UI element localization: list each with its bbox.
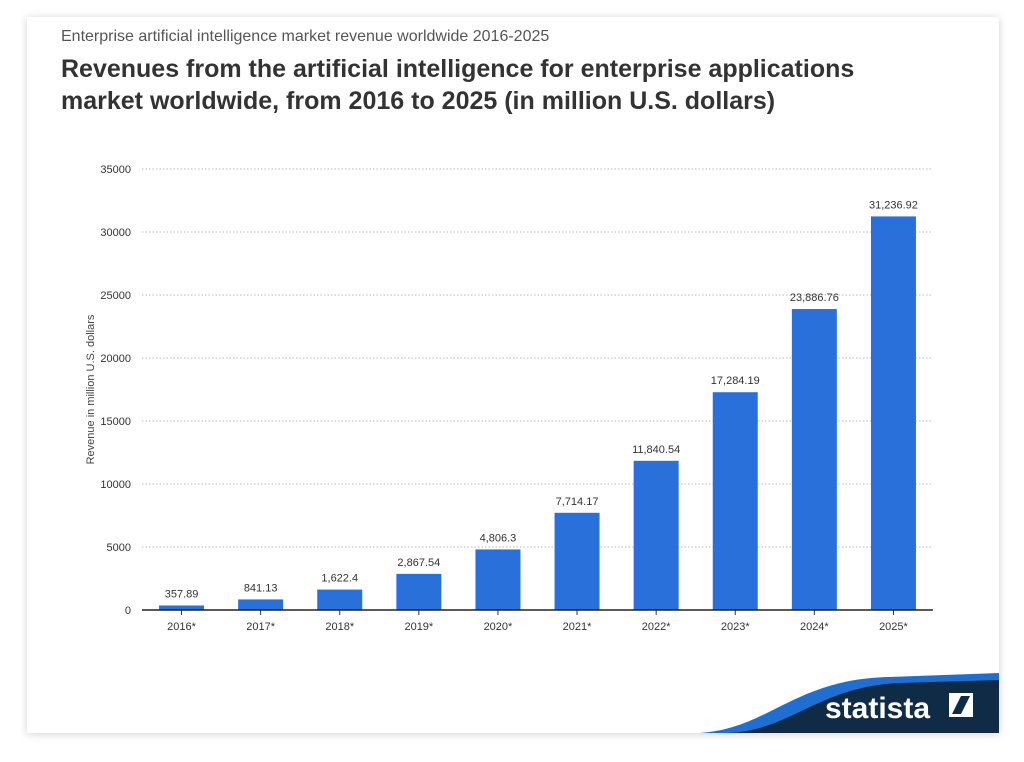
- axes: 0 5000 10000 15000 20000 25000 30000 35000 2016*…: [85, 164, 933, 633]
- chart-subtitle: Enterprise artificial intelligence marke…: [61, 28, 550, 45]
- bar: [238, 599, 284, 610]
- x-tick-label: 2020*: [484, 621, 513, 633]
- y-tick-label: 20000: [100, 353, 131, 365]
- chart-card: Enterprise artificial intelligence marke…: [27, 17, 999, 733]
- statista-logo: statista: [699, 673, 999, 733]
- bar: [396, 573, 442, 610]
- x-tick-label: 2019*: [404, 621, 433, 633]
- y-tick-label: 10000: [100, 479, 131, 491]
- x-tick-label: 2023*: [721, 621, 750, 633]
- x-tick-label: 2024*: [800, 621, 829, 633]
- x-tick-label: 2022*: [642, 621, 671, 633]
- logo-background: [727, 680, 999, 733]
- statista-mark-icon: [949, 693, 973, 717]
- data-label: 357.89: [165, 588, 199, 600]
- bar: [791, 309, 837, 610]
- data-label: 23,886.76: [790, 292, 839, 304]
- bar: [159, 605, 205, 610]
- bars: [159, 216, 916, 611]
- x-tick-label: 2025*: [879, 621, 908, 633]
- bar: [633, 460, 679, 610]
- bar: [870, 216, 916, 611]
- y-tick-label: 30000: [100, 227, 131, 239]
- data-label: 7,714.17: [556, 496, 599, 508]
- data-label: 841.13: [244, 582, 278, 594]
- bar: [554, 512, 600, 610]
- bar: [712, 392, 758, 610]
- y-axis-title: Revenue in million U.S. dollars: [85, 314, 97, 464]
- y-tick-label: 15000: [100, 416, 131, 428]
- data-label: 2,867.54: [397, 557, 440, 569]
- y-tick-label: 0: [125, 605, 131, 617]
- data-label: 11,840.54: [632, 444, 680, 456]
- x-tick-label: 2021*: [563, 621, 592, 633]
- logo-wordmark: statista: [825, 692, 930, 725]
- data-labels: 357.89 841.13 1,622.4 2,867.54 4,806.3 7,714.…: [165, 199, 918, 600]
- x-tick-label: 2018*: [325, 621, 354, 633]
- bar: [317, 589, 363, 610]
- data-label: 17,284.19: [711, 375, 760, 387]
- bar-chart: 357.89 841.13 1,622.4 2,867.54 4,806.3 7,714.…: [85, 164, 933, 633]
- x-tick-label: 2017*: [246, 621, 275, 633]
- y-tick-label: 5000: [107, 542, 131, 554]
- data-label: 31,236.92: [869, 199, 918, 211]
- data-label: 1,622.4: [321, 573, 358, 585]
- y-tick-label: 25000: [100, 290, 131, 302]
- x-tick-label: 2016*: [167, 621, 196, 633]
- y-tick-label: 35000: [100, 164, 131, 176]
- chart-title: Revenues from the artificial intelligenc…: [61, 55, 855, 115]
- bar: [475, 549, 521, 610]
- data-label: 4,806.3: [480, 532, 517, 544]
